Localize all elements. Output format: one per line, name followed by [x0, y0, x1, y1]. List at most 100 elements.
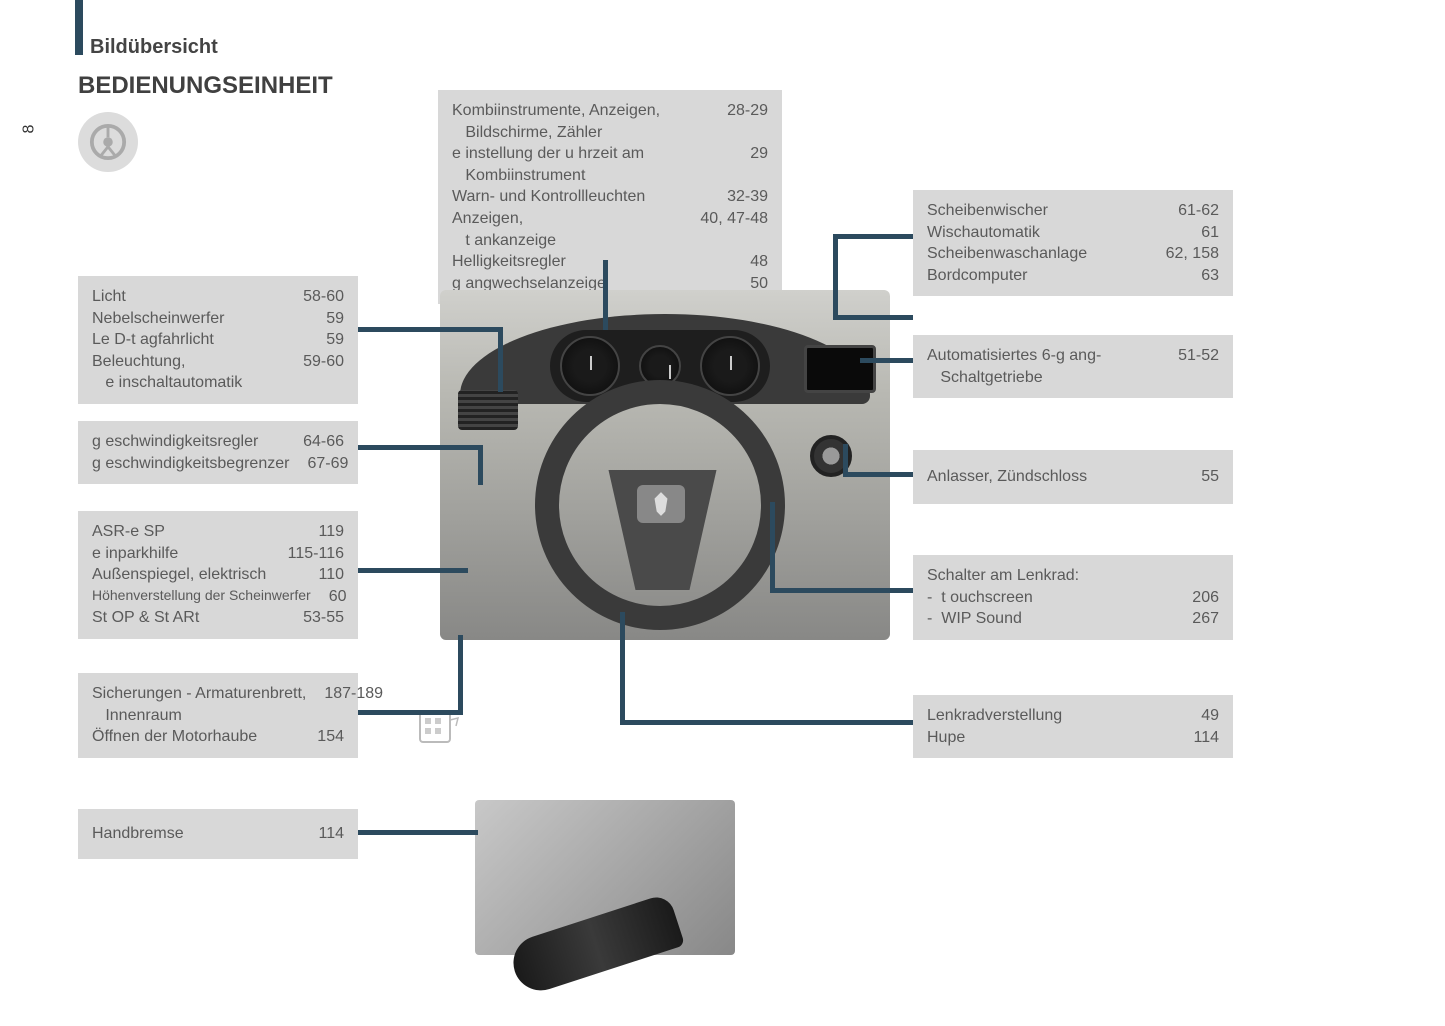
box-row: Anzeigen, t ankanzeige 40, 47-48	[452, 208, 768, 251]
box-ignition: Anlasser, Zündschloss 55	[913, 450, 1233, 504]
row-label: St OP & St ARt	[92, 607, 199, 629]
box-wipers: Scheibenwischer61-62Wischautomatik61Sche…	[913, 190, 1233, 296]
box-row: Handbremse 114	[92, 823, 344, 845]
row-label: Wischautomatik	[927, 222, 1040, 244]
row-label: Le D-t agfahrlicht	[92, 329, 214, 351]
row-pages: 114	[300, 823, 344, 845]
box-wheel-switches: Schalter am Lenkrad:- t ouchscreen206- W…	[913, 555, 1233, 640]
row-pages: 61-62	[1160, 200, 1219, 222]
box-row: Automatisiertes 6-g ang- Schaltgetriebe 5…	[927, 345, 1219, 388]
page-number: 8	[20, 125, 38, 134]
box-row: - t ouchscreen 206	[927, 587, 1219, 609]
box-speed: g eschwindigkeitsregler64-66g eschwindig…	[78, 421, 358, 484]
row-label: Höhenverstellung der Scheinwerfer	[92, 586, 311, 608]
section-label: Bildübersicht	[90, 36, 218, 59]
row-label: e inparkhilfe	[92, 543, 178, 565]
row-pages: 206	[1174, 587, 1219, 609]
row-label: Beleuchtung, e inschaltautomatik	[92, 351, 242, 394]
row-pages: 59	[308, 308, 344, 330]
box-row: Höhenverstellung der Scheinwerfer60	[92, 586, 344, 608]
box-row: Lenkradverstellung 49	[927, 705, 1219, 727]
row-label: Anlasser, Zündschloss	[927, 466, 1087, 488]
box-row: Öffnen der Motorhaube 154	[92, 726, 344, 748]
box-row: Nebelscheinwerfer 59	[92, 308, 344, 330]
fusebox-icon	[410, 700, 462, 752]
box-row: g eschwindigkeitsbegrenzer67-69	[92, 453, 344, 475]
row-label: g eschwindigkeitsbegrenzer	[92, 453, 289, 475]
row-pages: 29	[732, 143, 768, 186]
handbrake-illustration	[475, 800, 735, 955]
box-row: Le D-t agfahrlicht 59	[92, 329, 344, 351]
row-pages: 64-66	[285, 431, 344, 453]
box-row: Warn- und Kontrollleuchten 32-39	[452, 186, 768, 208]
box-gearbox: Automatisiertes 6-g ang- Schaltgetriebe 5…	[913, 335, 1233, 398]
box-row: Sicherungen - Armaturenbrett, Innenraum1…	[92, 683, 344, 726]
box-row: Außenspiegel, elektrisch 110	[92, 564, 344, 586]
box-row: Scheibenwischer61-62	[927, 200, 1219, 222]
row-pages: 53-55	[285, 607, 344, 629]
row-label: Sicherungen - Armaturenbrett, Innenraum	[92, 683, 306, 726]
box-row: Hupe114	[927, 727, 1219, 749]
row-pages: 154	[299, 726, 344, 748]
box-row: Schalter am Lenkrad:	[927, 565, 1219, 587]
row-pages: 59-60	[285, 351, 344, 394]
box-row: Kombiinstrumente, Anzeigen, Bildschirme,…	[452, 100, 768, 143]
row-label: - WIP Sound	[927, 608, 1022, 630]
row-label: Scheibenwaschanlage	[927, 243, 1087, 265]
row-pages: 59	[308, 329, 344, 351]
row-pages: 119	[300, 521, 344, 543]
row-pages: 61	[1183, 222, 1219, 244]
row-pages: 48	[732, 251, 768, 273]
row-label: Außenspiegel, elektrisch	[92, 564, 266, 586]
row-label: Helligkeitsregler	[452, 251, 566, 273]
box-row: Beleuchtung, e inschaltautomatik 59-60	[92, 351, 344, 394]
box-fuses: Sicherungen - Armaturenbrett, Innenraum1…	[78, 673, 358, 758]
row-pages: 40, 47-48	[682, 208, 768, 251]
box-row: - WIP Sound 267	[927, 608, 1219, 630]
row-pages: 55	[1183, 466, 1219, 488]
row-label: Hupe	[927, 727, 965, 749]
row-label: Warn- und Kontrollleuchten	[452, 186, 645, 208]
box-row: Wischautomatik 61	[927, 222, 1219, 244]
row-label: Handbremse	[92, 823, 184, 845]
row-pages: 267	[1174, 608, 1219, 630]
row-label: Anzeigen, t ankanzeige	[452, 208, 556, 251]
box-row: e instellung der u hrzeit am Kombiinstru…	[452, 143, 768, 186]
row-label: Nebelscheinwerfer	[92, 308, 225, 330]
row-pages: 51-52	[1160, 345, 1219, 388]
row-pages: 58-60	[285, 286, 344, 308]
header-tab	[75, 0, 83, 55]
box-row: Anlasser, Zündschloss 55	[927, 466, 1219, 488]
row-label: Automatisiertes 6-g ang- Schaltgetriebe	[927, 345, 1101, 388]
row-pages: 62, 158	[1148, 243, 1219, 265]
steering-icon	[78, 112, 138, 172]
row-label: Bordcomputer	[927, 265, 1028, 287]
box-row: Licht 58-60	[92, 286, 344, 308]
row-label: Öffnen der Motorhaube	[92, 726, 257, 748]
row-pages: 115-116	[270, 543, 344, 565]
box-row: Helligkeitsregler 48	[452, 251, 768, 273]
box-row: Scheibenwaschanlage 62, 158	[927, 243, 1219, 265]
row-pages: 28-29	[709, 100, 768, 143]
row-pages: 110	[300, 564, 344, 586]
box-row: St OP & St ARt 53-55	[92, 607, 344, 629]
box-asr: ASR-e SP 119 e inparkhilfe 115-116Außenspie…	[78, 511, 358, 639]
row-label: Licht	[92, 286, 126, 308]
box-row: Bordcomputer 63	[927, 265, 1219, 287]
box-row: g eschwindigkeitsregler64-66	[92, 431, 344, 453]
row-label: e instellung der u hrzeit am Kombiinstru…	[452, 143, 644, 186]
box-lights: Licht58-60Nebelscheinwerfer59Le D-t agfa…	[78, 276, 358, 404]
row-pages: 49	[1183, 705, 1219, 727]
row-label: Kombiinstrumente, Anzeigen, Bildschirme,…	[452, 100, 660, 143]
row-label: Lenkradverstellung	[927, 705, 1062, 727]
row-label: ASR-e SP	[92, 521, 165, 543]
row-label: - t ouchscreen	[927, 587, 1033, 609]
row-pages: 32-39	[709, 186, 768, 208]
row-label: Schalter am Lenkrad:	[927, 565, 1079, 587]
page-title: BEDIENUNGSEINHEIT	[78, 72, 333, 100]
box-row: ASR-e SP 119	[92, 521, 344, 543]
box-row: e inparkhilfe 115-116	[92, 543, 344, 565]
row-pages: 67-69	[289, 453, 348, 475]
row-pages: 63	[1183, 265, 1219, 287]
box-handbrake: Handbremse 114	[78, 809, 358, 859]
